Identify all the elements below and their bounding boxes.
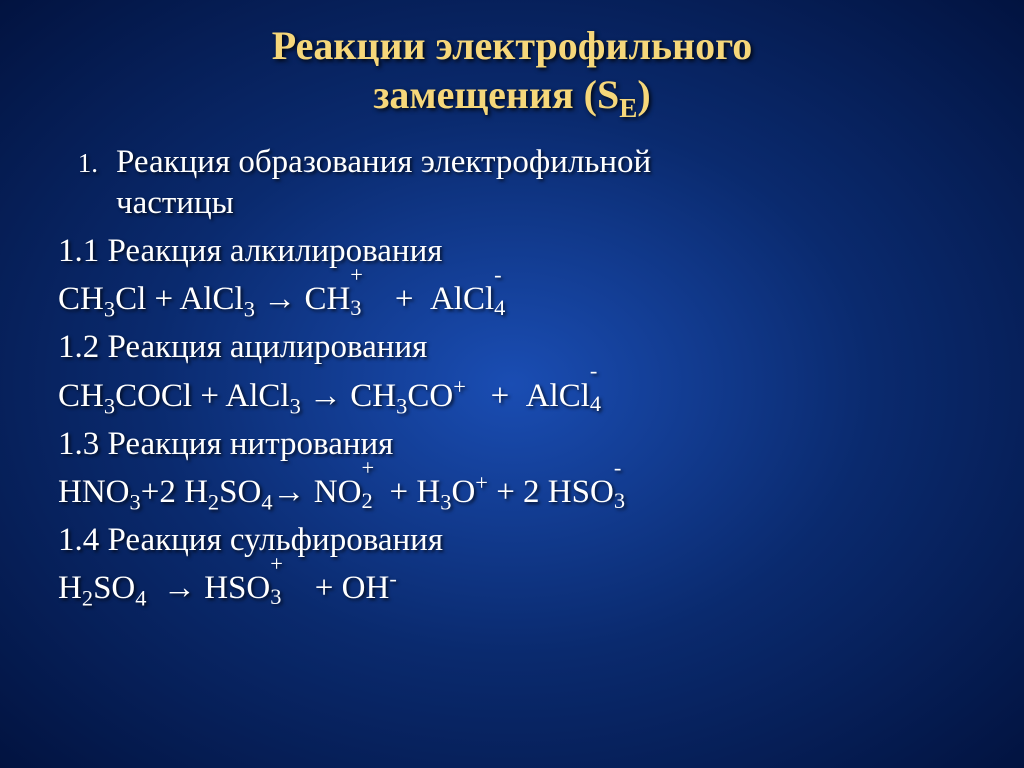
reaction-alkylation: CH3Cl + AlCl3 → CH3+ + AlCl4-: [58, 276, 966, 322]
list-item-1: 1. Реакция образования электрофильной ча…: [58, 142, 966, 225]
section-1-1-label: 1.1 Реакция алкилирования: [58, 228, 966, 274]
item1-line1: Реакция образования электрофильной: [116, 142, 651, 183]
title-line1: Реакции электрофильного: [58, 22, 966, 71]
section-1-2-label: 1.2 Реакция ацилирования: [58, 324, 966, 370]
slide-title: Реакции электрофильного замещения (SE): [58, 22, 966, 120]
title-line2: замещения (SE): [58, 71, 966, 120]
reaction-sulfonation: H2SO4 → HSO3+ + OH-: [58, 565, 966, 611]
section-1-4-label: 1.4 Реакция сульфирования: [58, 517, 966, 563]
reaction-acylation: CH3COCl + AlCl3 → CH3CO+ + AlCl4-: [58, 373, 966, 419]
item1-line2: частицы: [116, 183, 966, 224]
reaction-nitration: HNO3+2 H2SO4→ NO2+ + H3O+ + 2 HSO3-: [58, 469, 966, 515]
list-number: 1.: [58, 147, 116, 181]
section-1-3-label: 1.3 Реакция нитрования: [58, 421, 966, 467]
